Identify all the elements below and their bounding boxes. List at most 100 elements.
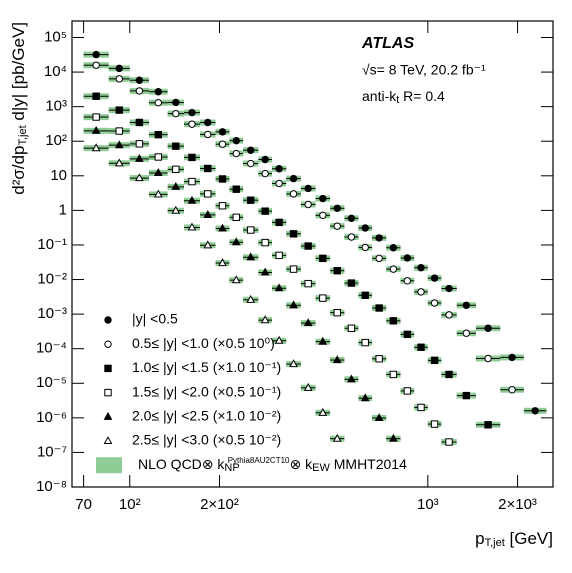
marker [332,355,342,364]
marker [187,195,197,204]
marker [275,251,283,260]
label-part: Pythia8AU2CT10 [228,456,290,465]
marker [232,185,240,193]
marker [218,140,227,148]
marker [275,165,283,173]
marker [484,324,492,332]
marker [462,301,471,309]
marker [261,169,269,178]
marker [347,324,356,332]
y-tick-label: 10⁻⁵ [36,374,67,391]
legend-swatch [96,457,122,474]
marker [92,61,100,69]
y-tick-label: 10⁻⁸ [36,478,67,495]
marker [204,130,212,139]
marker [389,370,398,379]
label-part: [GeV] [505,529,553,548]
y-tick-label: 10 [50,167,67,184]
marker [218,175,227,183]
marker [204,118,212,127]
marker [304,242,312,250]
marker [508,353,516,362]
marker [375,254,383,263]
marker [135,118,144,127]
marker [188,108,196,117]
marker [374,413,384,422]
marker [154,88,163,96]
marker [389,317,398,325]
marker [289,230,298,238]
experiment-label: ATLAS [361,35,414,52]
marker [154,153,163,161]
marker [188,177,196,186]
marker [114,140,124,149]
y-tick-label: 10⁵ [44,28,67,45]
marker [218,202,227,210]
marker [531,407,539,415]
label-part: NP [224,462,239,474]
legend-label: 2.5≤ |y| <3.0 (×0.5 10⁻²) [132,432,281,448]
label-part: d|y| [pb/GeV] [9,22,28,125]
marker [247,146,255,154]
marker [153,168,163,177]
y-tick-label: 10⁻² [37,271,67,288]
marker [403,387,412,395]
marker [375,304,383,312]
label-part: anti-k [362,88,397,104]
label-part: EW [312,462,330,474]
marker [303,318,313,327]
marker [333,204,341,212]
marker [484,354,492,363]
marker [318,336,328,345]
marker [115,64,123,73]
label-part: NLO QCD⊗ k [138,456,225,472]
marker [360,393,370,402]
marker [333,267,341,275]
marker [260,315,270,324]
marker [403,330,412,339]
y-tick-label: 10⁻³ [37,305,67,322]
legend: |y| <0.5 0.5≤ |y| <1.0 (×0.5 10⁰) 1.0≤ |y|… [96,311,407,475]
y-tick-label: 10² [45,132,67,149]
marker [104,316,112,324]
marker [403,254,412,262]
x-tick-label: 2×10² [200,496,239,513]
marker [333,222,341,230]
marker [203,210,213,218]
marker [232,213,240,222]
marker [232,149,240,158]
marker [361,291,369,300]
marker [462,329,471,337]
marker [430,274,439,282]
marker [417,263,425,272]
marker [247,196,255,204]
marker [231,237,241,246]
marker [389,433,398,442]
marker [430,420,439,428]
marker [135,173,144,182]
marker [274,335,284,344]
energy-label: √s= 8 TeV, 20.2 fb⁻¹ [362,62,486,78]
marker [417,403,425,412]
y-tick-label: 10⁻⁶ [36,409,67,426]
y-tick-label: 10⁴ [44,63,67,80]
marker [103,436,113,445]
marker [115,75,123,83]
marker [445,370,453,379]
legend-label: NLO QCD⊗ kNPPythia8AU2CT10⊗ kEW MMHT2014 [138,456,407,475]
marker [154,99,163,107]
label-part: ⊗ k [290,456,314,472]
marker [247,226,255,234]
marker [246,294,256,303]
legend-label: 0.5≤ |y| <1.0 (×0.5 10⁰) [132,335,275,351]
marker [445,438,453,446]
label-part: T,jet [17,125,29,145]
marker [114,158,124,167]
marker [289,190,298,198]
marker [218,223,227,232]
marker [135,153,144,162]
marker [375,355,383,363]
marker [389,265,398,273]
y-tick-label: 10³ [45,98,67,115]
